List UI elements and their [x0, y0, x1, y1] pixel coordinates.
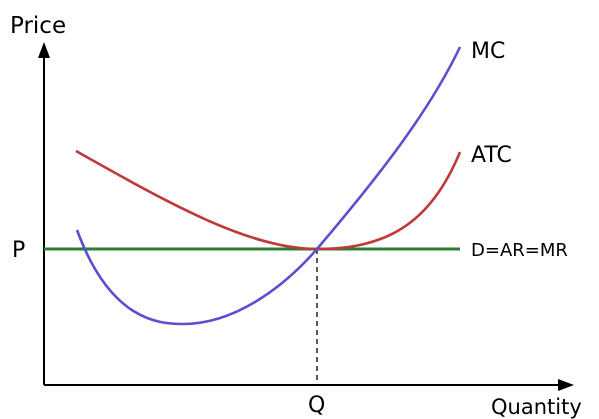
y-axis-label: Price: [10, 13, 66, 39]
mc-curve: [75, 46, 462, 326]
demand-label: D=AR=MR: [471, 240, 568, 261]
x-axis-arrow: [558, 379, 574, 391]
atc-curve: [75, 149, 462, 251]
axes: [38, 42, 574, 391]
atc-label: ATC: [471, 143, 512, 168]
quantity-marker: Q: [308, 393, 325, 418]
x-axis-label: Quantity: [491, 395, 582, 419]
y-axis-arrow: [38, 42, 50, 58]
mc-label: MC: [471, 39, 505, 64]
price-marker: P: [12, 238, 25, 263]
